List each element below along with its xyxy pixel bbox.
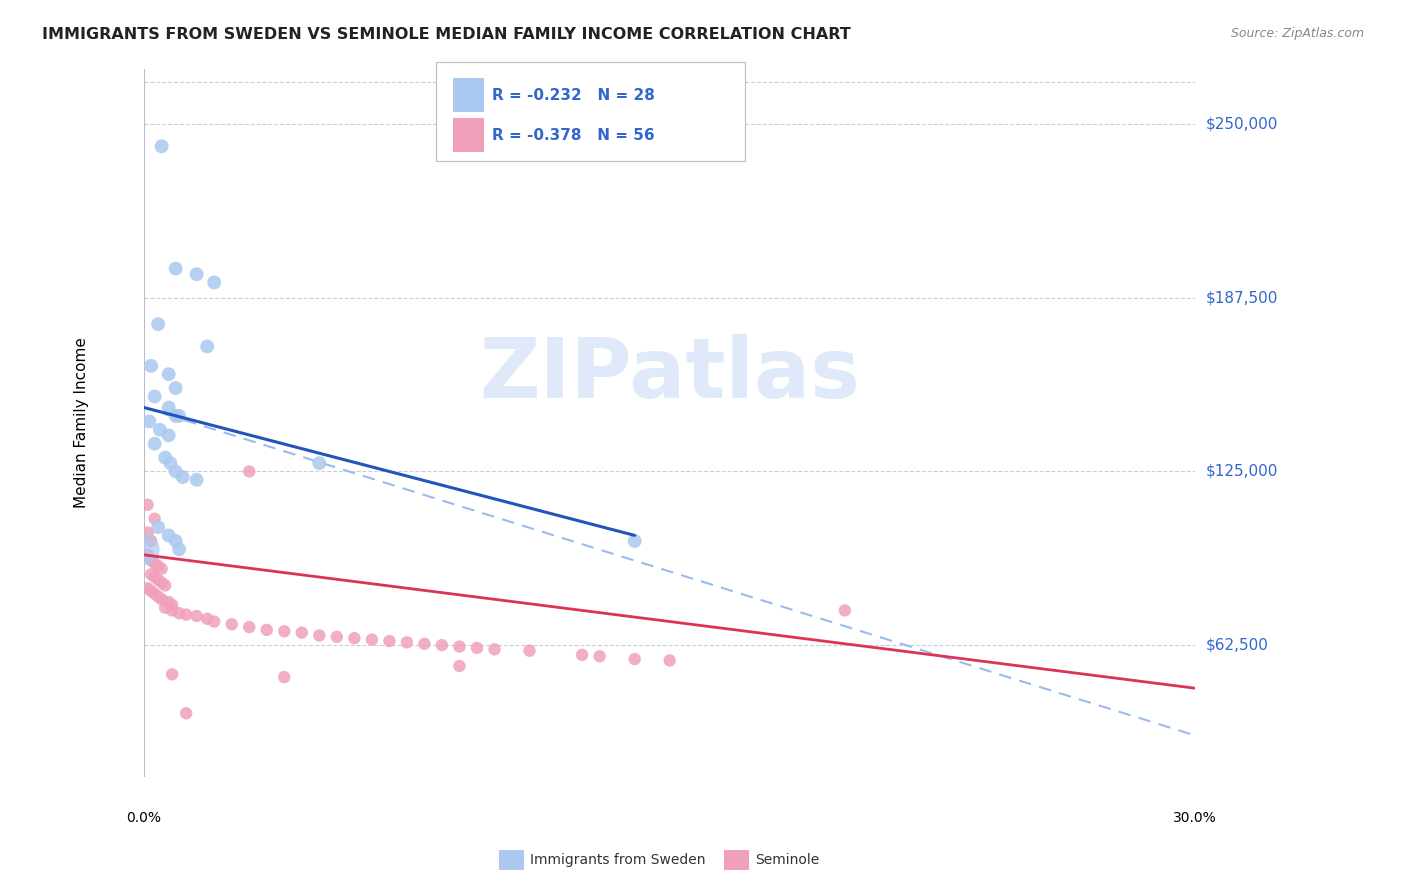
Text: R = -0.232   N = 28: R = -0.232 N = 28 bbox=[492, 88, 655, 103]
Point bbox=[167, 542, 190, 557]
Point bbox=[413, 637, 436, 651]
Point bbox=[153, 450, 176, 465]
Point bbox=[378, 634, 401, 648]
Text: Seminole: Seminole bbox=[755, 853, 820, 867]
Point bbox=[343, 631, 366, 645]
Point bbox=[160, 598, 183, 612]
Point bbox=[658, 653, 681, 667]
Point bbox=[465, 640, 488, 655]
Point bbox=[256, 623, 278, 637]
Point bbox=[160, 603, 183, 617]
Point bbox=[326, 630, 349, 644]
Point bbox=[167, 409, 190, 423]
Text: 0.0%: 0.0% bbox=[127, 811, 162, 824]
Point bbox=[308, 628, 330, 642]
Point bbox=[430, 638, 453, 652]
Point bbox=[273, 670, 295, 684]
Point bbox=[623, 533, 645, 548]
Point bbox=[186, 609, 208, 624]
Point bbox=[165, 409, 187, 423]
Point bbox=[519, 644, 541, 658]
Point bbox=[202, 276, 225, 290]
Point bbox=[174, 607, 197, 622]
Point bbox=[157, 401, 180, 415]
Point bbox=[143, 436, 166, 450]
Point bbox=[308, 456, 330, 470]
Point bbox=[165, 533, 187, 548]
Point bbox=[136, 548, 159, 562]
Point bbox=[165, 381, 187, 395]
Point bbox=[195, 612, 218, 626]
Point bbox=[139, 584, 162, 599]
Point bbox=[136, 581, 159, 595]
Point bbox=[150, 562, 173, 576]
Point bbox=[571, 648, 593, 662]
Point bbox=[150, 592, 173, 607]
Point bbox=[157, 368, 180, 382]
Point bbox=[174, 706, 197, 721]
Text: $62,500: $62,500 bbox=[1206, 638, 1268, 653]
Point bbox=[143, 587, 166, 601]
Point bbox=[167, 606, 190, 620]
Point bbox=[273, 624, 295, 639]
Point bbox=[291, 625, 314, 640]
Point bbox=[360, 632, 382, 647]
Text: $187,500: $187,500 bbox=[1206, 290, 1278, 305]
Point bbox=[134, 542, 156, 557]
Point bbox=[195, 339, 218, 353]
Text: ZIPatlas: ZIPatlas bbox=[479, 334, 860, 415]
Point bbox=[186, 473, 208, 487]
Point bbox=[160, 667, 183, 681]
Point bbox=[157, 528, 180, 542]
Point bbox=[588, 649, 610, 664]
Point bbox=[146, 590, 169, 604]
Point bbox=[153, 600, 176, 615]
Point bbox=[146, 573, 169, 587]
Point bbox=[143, 556, 166, 570]
Text: $250,000: $250,000 bbox=[1206, 117, 1278, 132]
Point bbox=[157, 428, 180, 442]
Text: IMMIGRANTS FROM SWEDEN VS SEMINOLE MEDIAN FAMILY INCOME CORRELATION CHART: IMMIGRANTS FROM SWEDEN VS SEMINOLE MEDIA… bbox=[42, 27, 851, 42]
Text: 30.0%: 30.0% bbox=[1174, 811, 1218, 824]
Point bbox=[395, 635, 418, 649]
Text: Source: ZipAtlas.com: Source: ZipAtlas.com bbox=[1230, 27, 1364, 40]
Point bbox=[139, 359, 162, 373]
Point bbox=[143, 570, 166, 584]
Point bbox=[136, 498, 159, 512]
Point bbox=[186, 267, 208, 281]
Point bbox=[146, 558, 169, 573]
Point bbox=[146, 317, 169, 331]
Point bbox=[153, 578, 176, 592]
Text: Immigrants from Sweden: Immigrants from Sweden bbox=[530, 853, 706, 867]
Point bbox=[238, 620, 260, 634]
Point bbox=[143, 389, 166, 403]
Point bbox=[449, 659, 471, 673]
Point bbox=[139, 553, 162, 567]
Point bbox=[834, 603, 856, 617]
Point bbox=[221, 617, 243, 632]
Point bbox=[165, 465, 187, 479]
Point bbox=[150, 575, 173, 590]
Text: R = -0.378   N = 56: R = -0.378 N = 56 bbox=[492, 128, 655, 143]
Point bbox=[150, 139, 173, 153]
Point bbox=[157, 595, 180, 609]
Point bbox=[202, 615, 225, 629]
Point bbox=[172, 470, 194, 484]
Point bbox=[146, 520, 169, 534]
Point bbox=[623, 652, 645, 666]
Text: Median Family Income: Median Family Income bbox=[73, 337, 89, 508]
Point bbox=[484, 642, 506, 657]
Text: $125,000: $125,000 bbox=[1206, 464, 1278, 479]
Point bbox=[165, 261, 187, 276]
Point bbox=[143, 512, 166, 526]
Point bbox=[138, 414, 160, 428]
Point bbox=[136, 525, 159, 540]
Point bbox=[149, 423, 172, 437]
Point bbox=[159, 456, 181, 470]
Point bbox=[139, 533, 162, 548]
Point bbox=[139, 567, 162, 582]
Point bbox=[449, 640, 471, 654]
Point bbox=[238, 465, 260, 479]
